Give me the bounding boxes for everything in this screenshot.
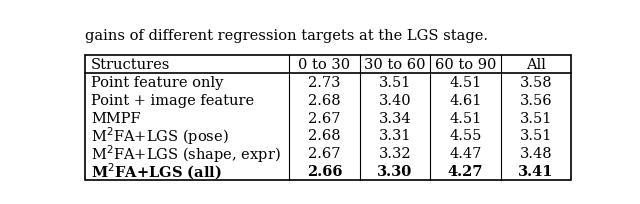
Text: MMPF: MMPF bbox=[91, 111, 141, 125]
Text: 3.31: 3.31 bbox=[379, 129, 411, 143]
Text: gains of different regression targets at the LGS stage.: gains of different regression targets at… bbox=[85, 29, 488, 43]
Text: M$^2$FA+LGS (pose): M$^2$FA+LGS (pose) bbox=[91, 125, 228, 146]
Text: 3.58: 3.58 bbox=[520, 75, 552, 89]
Text: 4.55: 4.55 bbox=[449, 129, 481, 143]
Text: 3.51: 3.51 bbox=[520, 111, 552, 125]
Text: 2.67: 2.67 bbox=[308, 111, 340, 125]
Text: 4.51: 4.51 bbox=[449, 111, 481, 125]
Text: 2.67: 2.67 bbox=[308, 146, 340, 160]
Text: 60 to 90: 60 to 90 bbox=[435, 58, 496, 72]
Text: 3.32: 3.32 bbox=[378, 146, 411, 160]
Text: M$^2$FA+LGS (shape, expr): M$^2$FA+LGS (shape, expr) bbox=[91, 143, 280, 164]
Text: Structures: Structures bbox=[91, 58, 170, 72]
Text: 4.47: 4.47 bbox=[449, 146, 481, 160]
Text: Point feature only: Point feature only bbox=[91, 75, 223, 89]
Text: 4.27: 4.27 bbox=[447, 164, 483, 178]
Text: 2.68: 2.68 bbox=[308, 93, 340, 107]
Text: 3.56: 3.56 bbox=[520, 93, 552, 107]
Text: 2.66: 2.66 bbox=[307, 164, 342, 178]
Text: 30 to 60: 30 to 60 bbox=[364, 58, 426, 72]
Text: 3.40: 3.40 bbox=[378, 93, 411, 107]
Text: 4.51: 4.51 bbox=[449, 75, 481, 89]
Text: 2.68: 2.68 bbox=[308, 129, 340, 143]
Text: 2.73: 2.73 bbox=[308, 75, 340, 89]
Text: 0 to 30: 0 to 30 bbox=[298, 58, 351, 72]
Text: 3.41: 3.41 bbox=[518, 164, 554, 178]
Text: 4.61: 4.61 bbox=[449, 93, 481, 107]
Text: All: All bbox=[526, 58, 546, 72]
Text: 3.48: 3.48 bbox=[520, 146, 552, 160]
Text: 3.51: 3.51 bbox=[520, 129, 552, 143]
Text: 3.30: 3.30 bbox=[377, 164, 412, 178]
Text: 3.51: 3.51 bbox=[379, 75, 411, 89]
Text: Point + image feature: Point + image feature bbox=[91, 93, 254, 107]
Text: M$^2$FA+LGS (all): M$^2$FA+LGS (all) bbox=[91, 161, 221, 181]
Text: 3.34: 3.34 bbox=[378, 111, 411, 125]
